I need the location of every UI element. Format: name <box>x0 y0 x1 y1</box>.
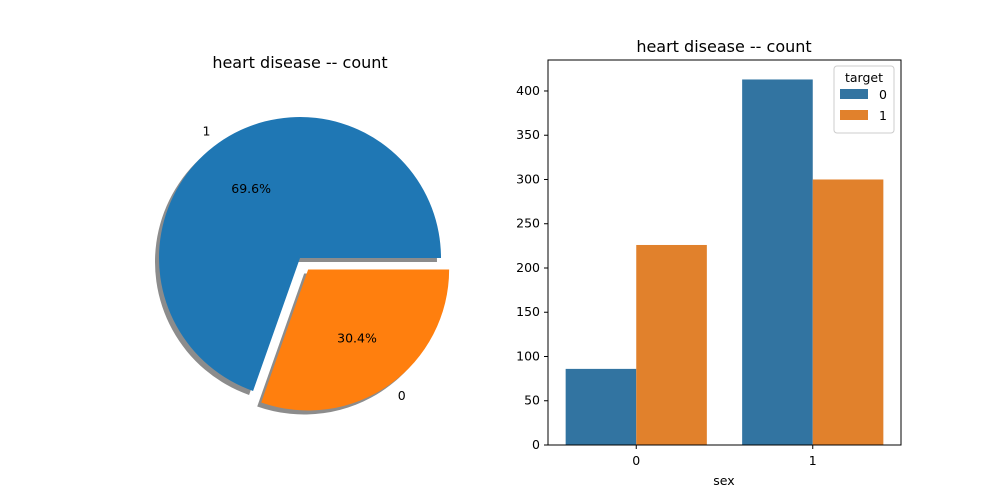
x-tick-label: 0 <box>632 453 640 468</box>
y-tick-label: 200 <box>516 260 540 275</box>
pie-category-label: 1 <box>202 123 210 138</box>
bar-sex-1-target-0 <box>742 79 813 446</box>
pie-percent-label: 30.4% <box>337 331 377 346</box>
bar-title: heart disease -- count <box>636 37 811 56</box>
pie-chart: heart disease -- count 1 69.6% 0 30.4% <box>154 53 450 415</box>
legend-label-0: 0 <box>879 87 887 102</box>
y-tick-label: 50 <box>524 393 540 408</box>
y-tick-label: 400 <box>516 83 540 98</box>
pie-category-label: 0 <box>398 388 406 403</box>
y-tick-label: 350 <box>516 127 540 142</box>
y-axis: 0 50 100 150 200 250 300 350 400 <box>516 83 548 452</box>
y-tick-label: 0 <box>532 437 540 452</box>
bar-sex-0-target-0 <box>565 368 637 445</box>
pie-title: heart disease -- count <box>212 53 387 72</box>
legend-swatch-0 <box>840 89 868 99</box>
x-tick-label: 1 <box>809 453 817 468</box>
y-tick-label: 250 <box>516 216 540 231</box>
legend-swatch-1 <box>840 110 868 120</box>
legend-title: target <box>845 70 883 85</box>
y-tick-label: 100 <box>516 348 540 363</box>
pie-percent-label: 69.6% <box>231 181 271 196</box>
pie-slice-0 <box>261 269 450 411</box>
legend-items: 01 <box>840 87 887 123</box>
x-axis-label: sex <box>713 473 734 488</box>
bar-chart: heart disease -- count 05010015020025030… <box>516 37 902 488</box>
bar-sex-1-target-1 <box>812 179 884 445</box>
y-tick-label: 150 <box>516 304 540 319</box>
pie-slices <box>159 117 450 411</box>
y-tick-label: 300 <box>516 171 540 186</box>
bar-sex-0-target-1 <box>636 244 707 445</box>
bar-bars <box>565 79 884 446</box>
plot-frame <box>547 59 902 446</box>
pie-slice-1 <box>159 117 441 391</box>
legend-label-1: 1 <box>879 108 887 123</box>
legend: target 01 <box>833 65 895 134</box>
pie-labels: 1 69.6% 0 30.4% <box>202 123 405 403</box>
